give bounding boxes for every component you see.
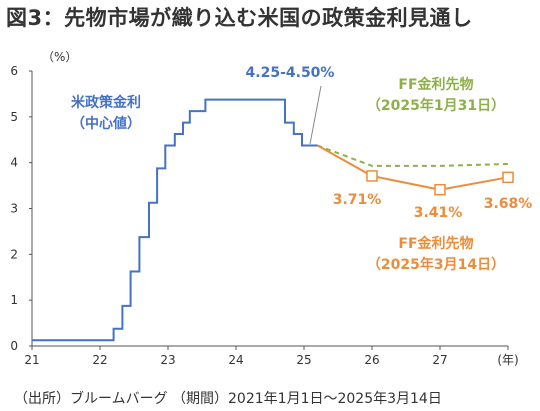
y-tick-label: 6	[10, 64, 18, 78]
data-label-27: 3.41%	[414, 205, 463, 221]
data-label-28: 3.68%	[484, 196, 533, 212]
x-tick-label: 27	[432, 353, 447, 367]
annotation-current-rate: 4.25-4.50%	[246, 65, 335, 81]
series-label-ff-futures-mar14: （2025年3月14日）	[367, 256, 505, 273]
x-tick-label: 25	[296, 353, 311, 367]
y-axis-unit: （%）	[42, 50, 77, 64]
data-marker-ff-futures-mar14	[434, 183, 446, 196]
chart-title: 図3：先物市場が織り込む米国の政策金利見通し	[6, 6, 473, 30]
series-line-policy-rate	[32, 98, 318, 342]
y-tick-label: 3	[10, 202, 18, 216]
series-label-policy-rate: 米政策金利	[71, 94, 141, 111]
source-note: （出所）ブルームバーグ （期間）2021年1月1日～2025年3月14日	[14, 391, 442, 407]
y-tick-label: 0	[10, 339, 18, 353]
x-tick-label: 22	[92, 353, 107, 367]
x-tick-label: 23	[160, 353, 175, 367]
x-tick-label: 21	[24, 353, 39, 367]
y-tick-label: 1	[10, 293, 18, 307]
y-tick-label: 4	[10, 156, 18, 170]
x-tick-label: 26	[364, 353, 379, 367]
y-tick-label: 2	[10, 247, 18, 261]
series-label-ff-futures-jan31: （2025年1月31日）	[367, 97, 505, 114]
series-line-ff-futures-mar14	[317, 144, 509, 191]
y-tick-label: 5	[10, 110, 18, 124]
data-marker-ff-futures-mar14	[502, 171, 514, 184]
series-line-ff-futures-jan31	[317, 144, 509, 167]
x-tick-label: (年)	[497, 353, 518, 367]
series-label-ff-futures-jan31: FF金利先物	[398, 76, 473, 93]
series-label-ff-futures-mar14: FF金利先物	[398, 235, 473, 252]
data-label-26: 3.71%	[333, 192, 382, 208]
data-marker-ff-futures-mar14	[366, 170, 378, 182]
series-label-policy-rate: （中心値）	[71, 115, 141, 132]
x-tick-label: 24	[228, 353, 243, 367]
annotation-leader-line	[309, 85, 322, 145]
